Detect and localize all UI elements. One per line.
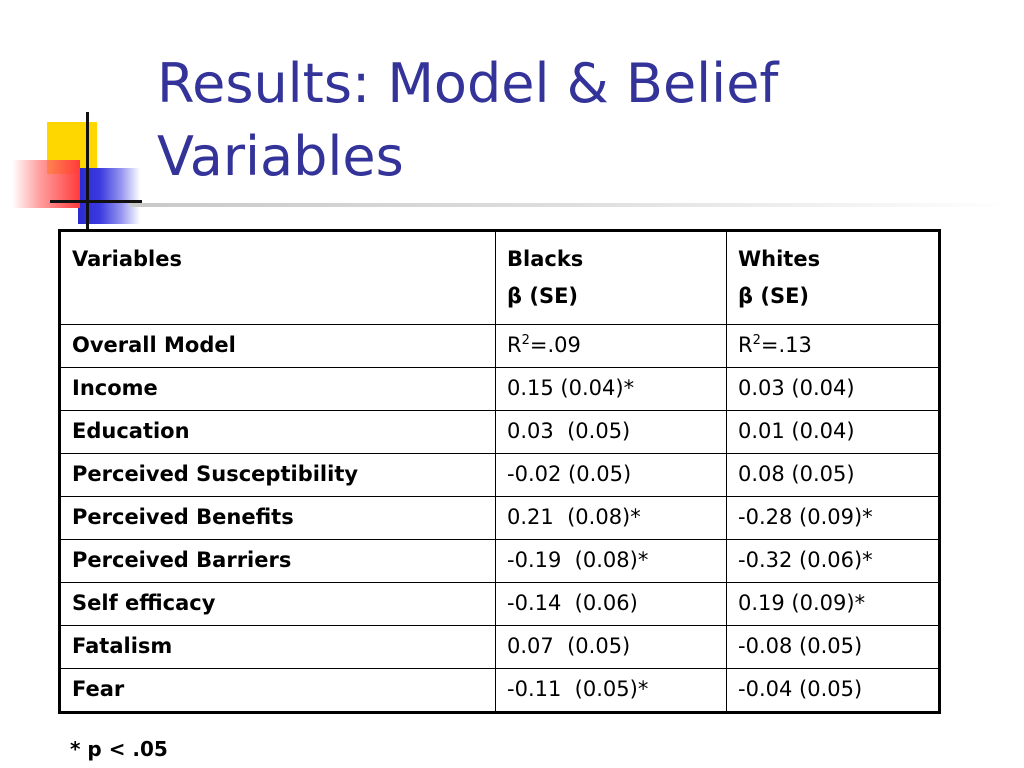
variable-name: Self efficacy	[59, 582, 496, 626]
header-blacks-beta: β (SE)	[507, 284, 579, 308]
variable-name: Fatalism	[59, 625, 496, 669]
table-row: Education 0.03 (0.05) 0.01 (0.04)	[59, 410, 940, 454]
table-row: Fear -0.11 (0.05)* -0.04 (0.05)	[59, 668, 940, 713]
blacks-coefficient: 0.15 (0.04)*	[495, 367, 727, 411]
decor-vertical-line	[86, 112, 89, 230]
blacks-coefficient: 0.07 (0.05)	[495, 625, 727, 669]
whites-coefficient: -0.28 (0.09)*	[726, 496, 940, 540]
table-row: Perceived Susceptibility -0.02 (0.05) 0.08…	[59, 453, 940, 497]
header-blacks-label: Blacks	[507, 247, 584, 271]
decor-horizontal-line	[50, 200, 142, 203]
variable-name: Income	[59, 367, 496, 411]
header-blacks: Blacks β (SE)	[495, 230, 727, 325]
results-table: Variables Blacks β (SE) Whites β (SE) Ov…	[58, 229, 941, 714]
table-row: Perceived Benefits 0.21 (0.08)* -0.28 (0.0…	[59, 496, 940, 540]
table-row: Perceived Barriers -0.19 (0.08)* -0.32 (0.…	[59, 539, 940, 583]
blacks-coefficient: 0.21 (0.08)*	[495, 496, 727, 540]
overall-model-blacks: R2=.09	[495, 324, 727, 368]
slide-title: Results: Model & Belief Variables	[157, 52, 779, 188]
table-row: Fatalism 0.07 (0.05) -0.08 (0.05)	[59, 625, 940, 669]
table-header-row: Variables Blacks β (SE) Whites β (SE)	[59, 230, 940, 325]
r-symbol: R	[507, 333, 522, 357]
whites-coefficient: 0.03 (0.04)	[726, 367, 940, 411]
superscript-2: 2	[521, 333, 530, 348]
whites-coefficient: -0.04 (0.05)	[726, 668, 940, 713]
header-whites: Whites β (SE)	[726, 230, 940, 325]
blacks-coefficient: -0.14 (0.06)	[495, 582, 727, 626]
whites-coefficient: 0.01 (0.04)	[726, 410, 940, 454]
whites-coefficient: 0.19 (0.09)*	[726, 582, 940, 626]
overall-model-label: Overall Model	[59, 324, 496, 368]
whites-coefficient: 0.08 (0.05)	[726, 453, 940, 497]
title-underline-rule	[130, 203, 1010, 207]
blacks-coefficient: -0.02 (0.05)	[495, 453, 727, 497]
r2-value: =.09	[529, 333, 581, 357]
footnote-significance: * p < .05	[70, 737, 168, 761]
variable-name: Perceived Susceptibility	[59, 453, 496, 497]
blacks-coefficient: -0.19 (0.08)*	[495, 539, 727, 583]
table-row: Self efficacy -0.14 (0.06) 0.19 (0.09)*	[59, 582, 940, 626]
header-whites-label: Whites	[738, 247, 821, 271]
variable-name: Perceived Benefits	[59, 496, 496, 540]
variable-name: Fear	[59, 668, 496, 713]
overall-model-whites: R2=.13	[726, 324, 940, 368]
variable-name: Perceived Barriers	[59, 539, 496, 583]
variable-name: Education	[59, 410, 496, 454]
header-whites-beta: β (SE)	[738, 284, 810, 308]
blacks-coefficient: -0.11 (0.05)*	[495, 668, 727, 713]
header-variables: Variables	[59, 230, 496, 325]
blacks-coefficient: 0.03 (0.05)	[495, 410, 727, 454]
table-row-overall-model: Overall Model R2=.09 R2=.13	[59, 324, 940, 368]
r-symbol: R	[738, 333, 753, 357]
whites-coefficient: -0.32 (0.06)*	[726, 539, 940, 583]
superscript-2: 2	[752, 333, 761, 348]
table-row: Income 0.15 (0.04)* 0.03 (0.04)	[59, 367, 940, 411]
whites-coefficient: -0.08 (0.05)	[726, 625, 940, 669]
r2-value: =.13	[760, 333, 812, 357]
